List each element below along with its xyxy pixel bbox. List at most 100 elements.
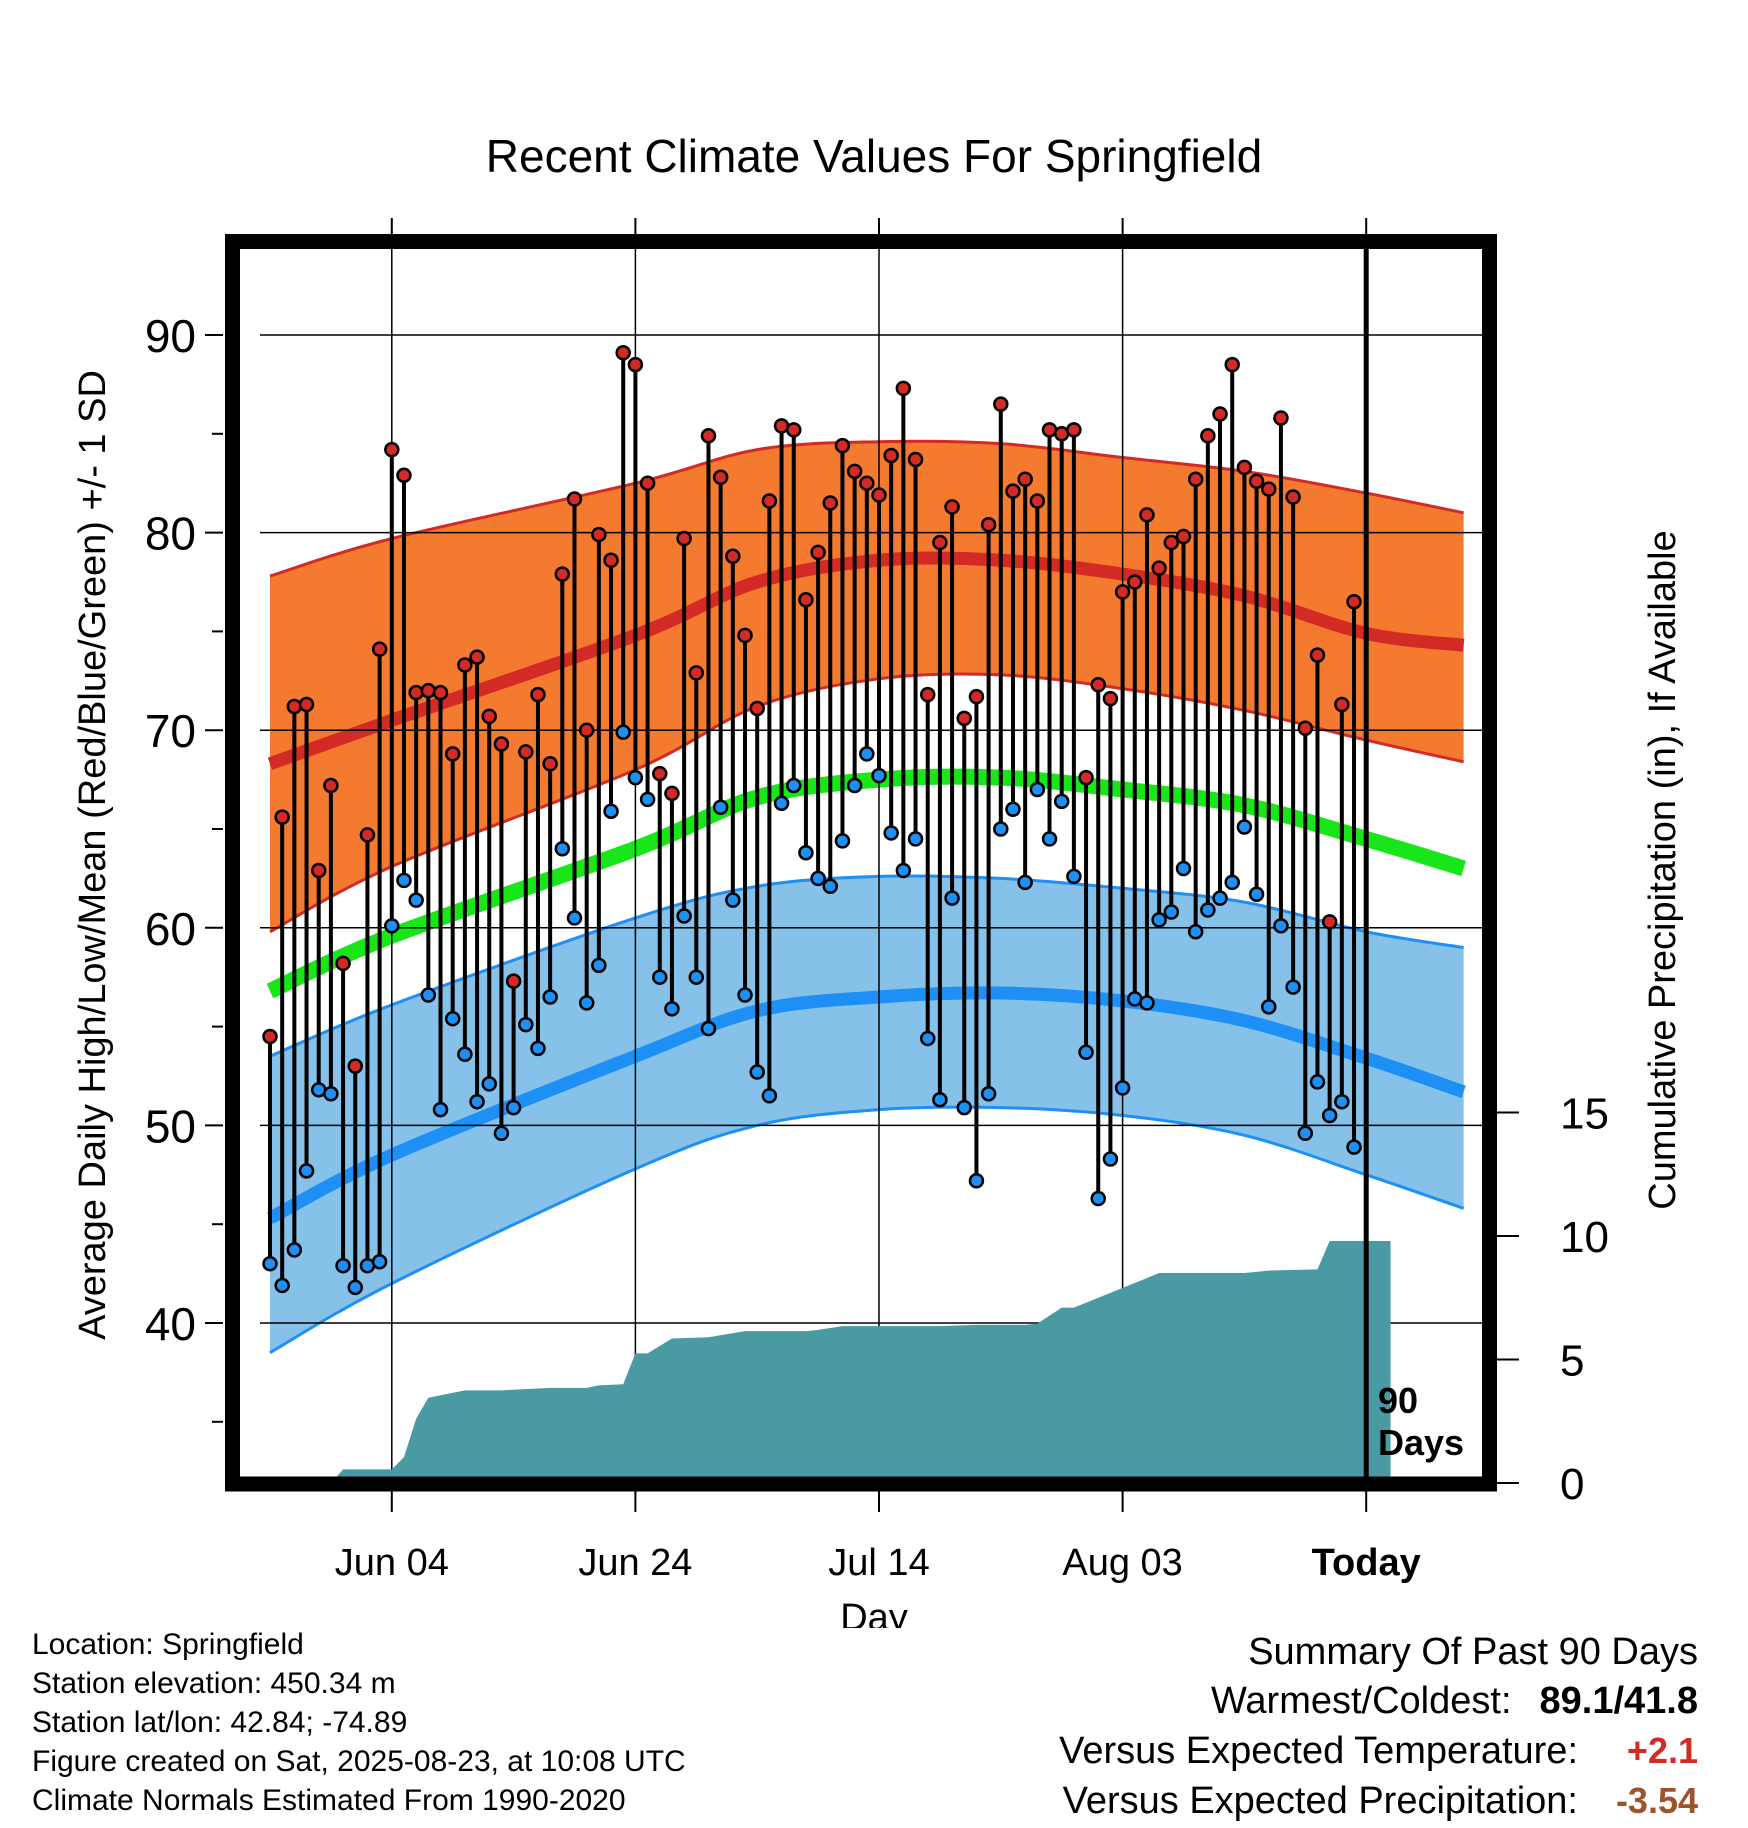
temp-label: Versus Expected Temperature:: [1059, 1730, 1578, 1772]
x-tick-label: Today: [1312, 1542, 1421, 1584]
y-tick-label: 60: [145, 903, 196, 955]
high-point: [1248, 473, 1265, 489]
high-point: [761, 493, 778, 509]
y-tick-label: 80: [145, 508, 196, 560]
summary-temp: Versus Expected Temperature: +2.1: [1059, 1726, 1698, 1776]
low-point: [554, 841, 571, 857]
high-point: [371, 641, 388, 657]
high-point: [1334, 696, 1350, 713]
chart-title: Recent Climate Values For Springfield: [486, 130, 1262, 182]
precip-area: [333, 1240, 1391, 1480]
high-point: [871, 487, 887, 503]
low-point: [481, 1076, 497, 1092]
high-point: [457, 657, 473, 673]
high-point: [1175, 528, 1192, 545]
low-point: [1029, 781, 1046, 798]
low-point: [907, 831, 924, 847]
high-point: [1163, 534, 1180, 551]
high-point: [810, 544, 826, 561]
low-point: [1053, 793, 1070, 810]
y2-tick-label: 10: [1560, 1213, 1609, 1262]
high-point: [493, 736, 510, 752]
y2-tick-label: 15: [1560, 1090, 1609, 1139]
warm-cold-value: 89.1/41.8: [1539, 1680, 1698, 1722]
plot-frame: [225, 234, 1497, 1492]
low-point: [1261, 999, 1277, 1015]
temp-value: +2.1: [1626, 1730, 1698, 1771]
high-point: [1066, 422, 1082, 438]
low-point: [566, 910, 583, 926]
low-point: [262, 1255, 278, 1272]
x-tick-label: Jun 24: [578, 1542, 692, 1584]
y2-tick-label: 0: [1560, 1460, 1584, 1509]
low-point: [871, 767, 887, 784]
today-days-text: Days: [1378, 1422, 1464, 1463]
low-point: [993, 821, 1009, 837]
high-point: [384, 441, 400, 458]
high-point: [1321, 914, 1338, 930]
low-point: [1163, 904, 1180, 920]
low-point: [932, 1091, 948, 1108]
high-point: [993, 396, 1009, 412]
high-point: [432, 684, 449, 701]
high-point: [1078, 769, 1094, 786]
low-point: [420, 987, 437, 1003]
high-point: [798, 592, 814, 608]
low-point: [335, 1257, 351, 1274]
precip-label: Versus Expected Precipitation:: [1062, 1780, 1578, 1822]
low-point: [408, 892, 424, 908]
high-point: [956, 710, 973, 727]
normal-low-line: [266, 986, 1466, 1225]
high-point: [834, 437, 851, 454]
low-point: [384, 918, 400, 934]
low-point: [444, 1010, 461, 1027]
low-point: [639, 791, 656, 808]
low-point: [968, 1172, 985, 1189]
high-point: [700, 428, 717, 444]
high-point: [785, 422, 802, 438]
high-point: [578, 722, 595, 738]
high-point: [554, 566, 571, 582]
low-point: [615, 724, 631, 740]
high-point: [1090, 677, 1106, 693]
high-point: [1285, 489, 1301, 505]
low-point: [298, 1163, 315, 1179]
high-point: [1005, 483, 1021, 499]
low-point: [1187, 924, 1204, 940]
y-axis-label: Average Daily High/Low/Mean (Red/Blue/Gr…: [72, 370, 114, 1340]
high-point: [1346, 594, 1362, 610]
y2-tick-label: 5: [1560, 1337, 1584, 1386]
high-point: [652, 765, 668, 782]
x-tick-label: Jul 14: [828, 1542, 929, 1584]
high-point: [980, 516, 997, 533]
y-tick-label: 70: [145, 705, 196, 757]
high-point: [859, 475, 875, 491]
low-point: [798, 844, 814, 861]
climate-chart: Recent Climate Values For Springfield 90…: [72, 130, 1684, 1628]
low-point: [1151, 912, 1167, 928]
high-point: [846, 463, 863, 480]
low-point: [469, 1093, 485, 1110]
low-point: [518, 1016, 534, 1033]
low-point: [530, 1040, 546, 1057]
low-point: [944, 890, 960, 906]
high-point: [907, 451, 924, 468]
low-point: [603, 803, 619, 819]
low-point: [396, 872, 412, 889]
high-point: [262, 1028, 278, 1045]
info-created: Figure created on Sat, 2025-08-23, at 10…: [32, 1745, 686, 1778]
station-info: Location: Springfield Station elevation:…: [32, 1625, 686, 1820]
info-location: Location: Springfield: [32, 1628, 304, 1661]
x-tick-label: Aug 03: [1062, 1542, 1182, 1584]
high-point: [310, 862, 327, 879]
high-point: [286, 698, 303, 715]
high-point: [615, 345, 631, 361]
low-point: [1248, 886, 1265, 902]
high-point: [323, 777, 339, 794]
high-point: [1309, 647, 1326, 663]
high-point: [481, 708, 497, 725]
low-point: [895, 862, 912, 879]
summary-panel: Summary Of Past 90 Days Warmest/Coldest:…: [1059, 1628, 1698, 1826]
low-point: [274, 1277, 290, 1294]
high-point: [1200, 428, 1216, 444]
